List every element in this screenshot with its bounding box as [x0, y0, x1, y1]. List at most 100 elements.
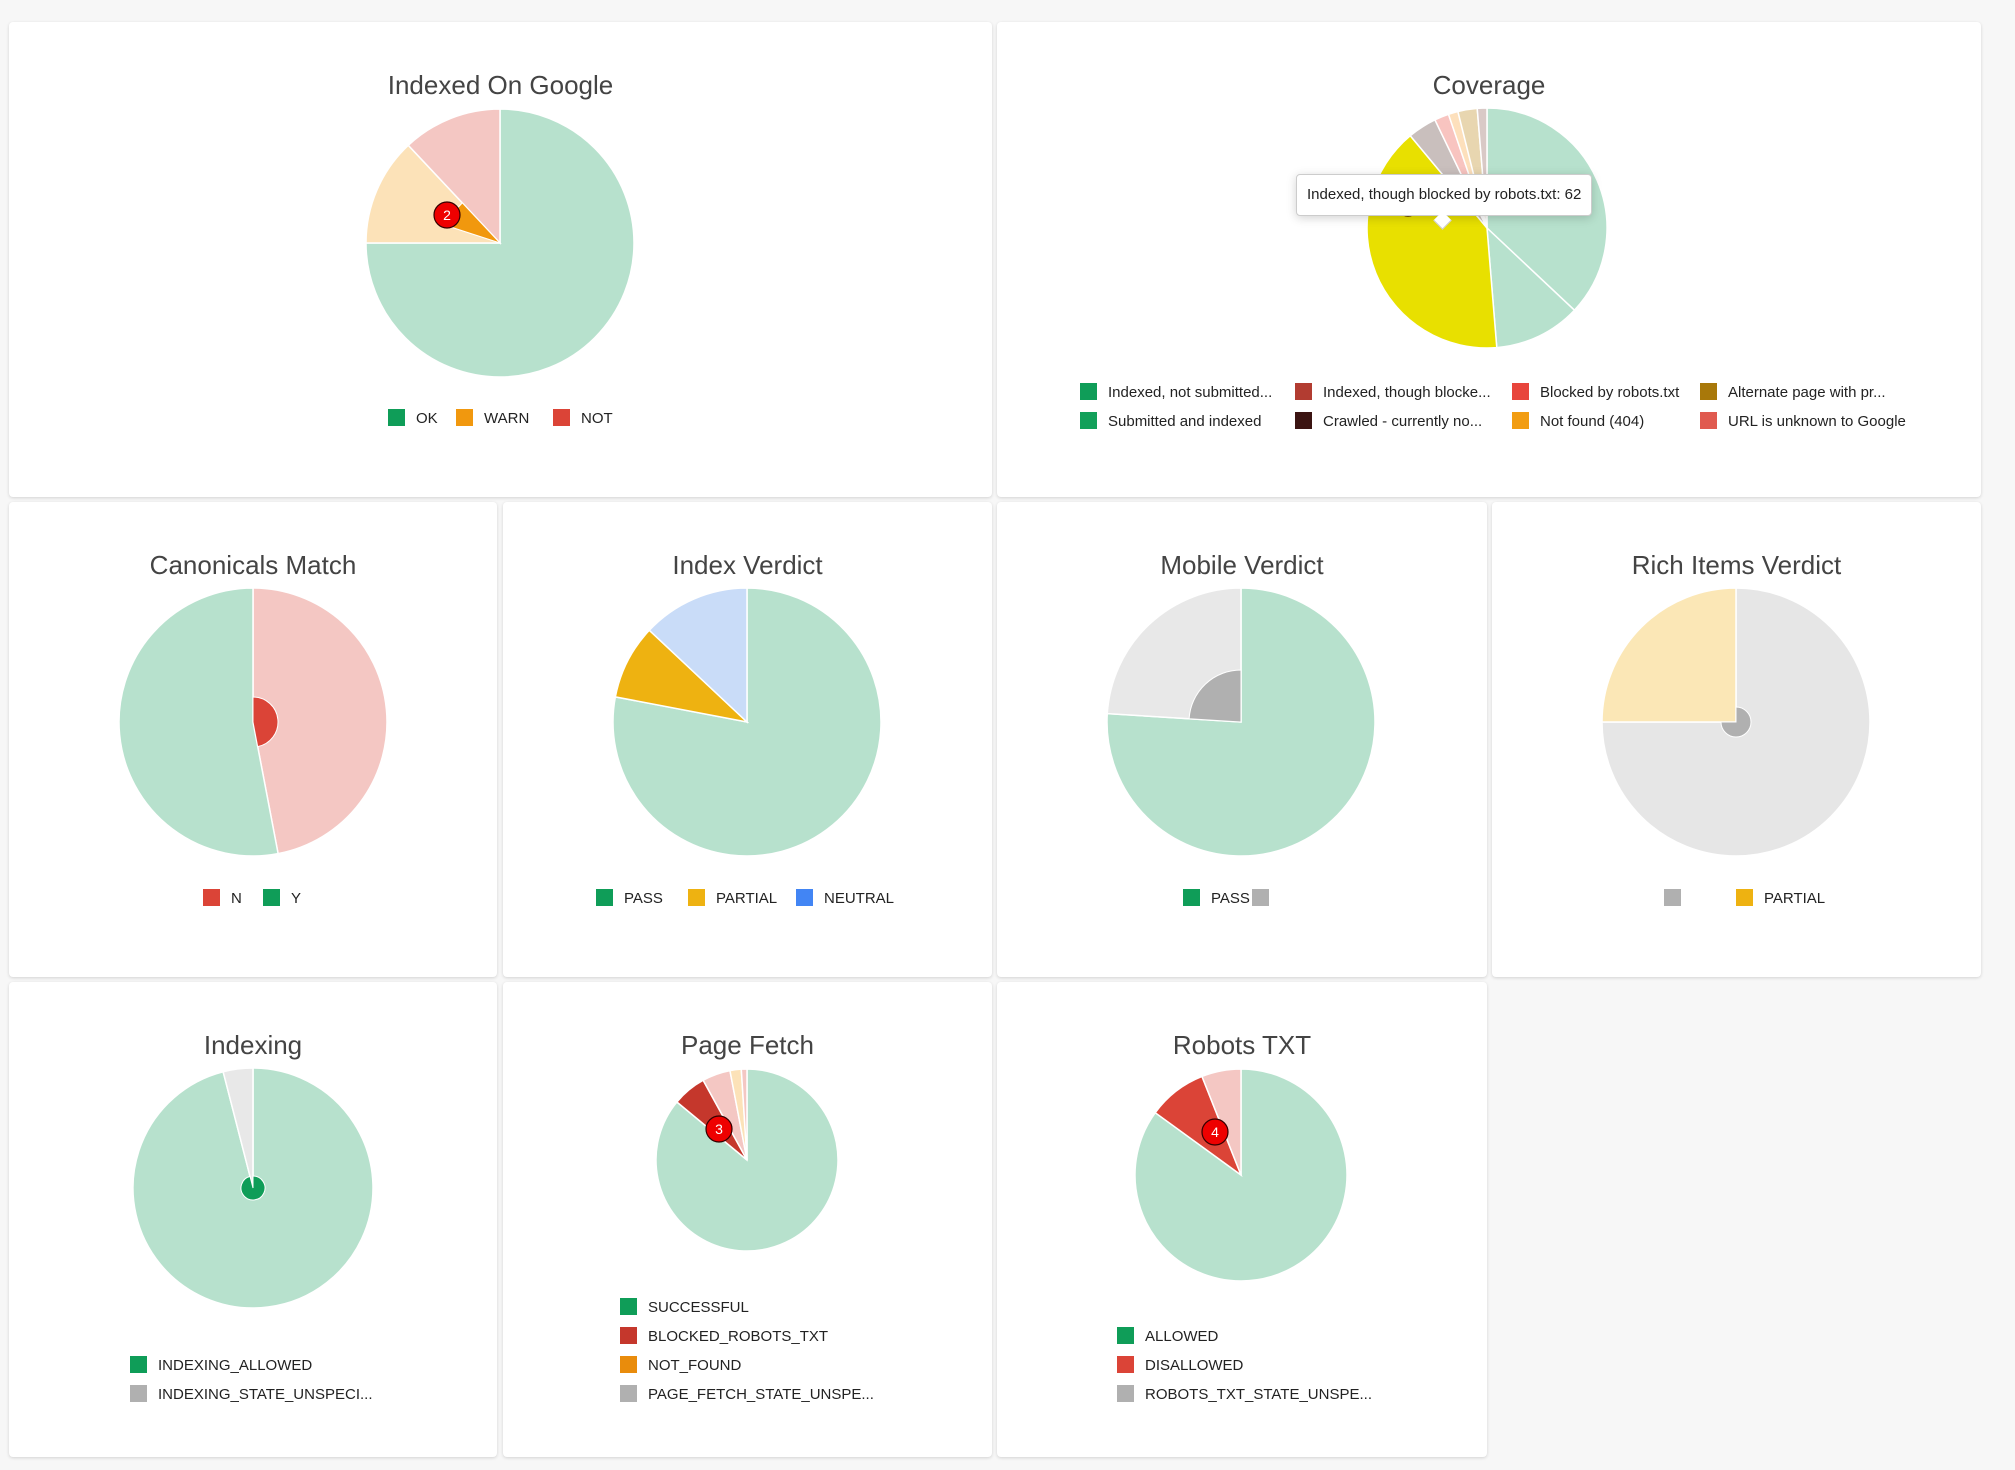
- legend-item[interactable]: Y: [263, 889, 301, 907]
- legend-swatch: [1295, 412, 1312, 429]
- chart-title: Coverage: [1432, 70, 1546, 100]
- legend-label: INDEXING_ALLOWED: [158, 1357, 312, 1374]
- pie-slice[interactable]: [222, 1067, 254, 1189]
- pie-inner-slice[interactable]: [1188, 669, 1242, 723]
- legend-item[interactable]: Indexed, though blocke...: [1295, 383, 1491, 401]
- legend-item[interactable]: NEUTRAL: [796, 889, 894, 907]
- legend-swatch: [1512, 412, 1529, 429]
- pie-slice[interactable]: [740, 1068, 748, 1161]
- legend-swatch: [388, 409, 405, 426]
- svg-text:2: 2: [443, 207, 451, 223]
- legend-label: Y: [291, 890, 301, 907]
- legend-swatch: [1736, 889, 1753, 906]
- chart-title: Index Verdict: [672, 550, 823, 580]
- legend-item[interactable]: DISALLOWED: [1117, 1356, 1244, 1374]
- pie-inner-slice[interactable]: [1720, 706, 1752, 738]
- legend-item[interactable]: Not found (404): [1512, 412, 1644, 430]
- legend-label: Crawled - currently no...: [1323, 413, 1482, 430]
- legend-item[interactable]: WARN: [456, 409, 529, 427]
- legend-item[interactable]: SUCCESSFUL: [620, 1298, 749, 1316]
- pie-inner-slice[interactable]: [252, 696, 279, 748]
- legend-item[interactable]: NOT_FOUND: [620, 1356, 742, 1374]
- legend-label: INDEXING_STATE_UNSPECI...: [158, 1386, 373, 1403]
- pie-chart-page-fetch[interactable]: 3 SUCCESSFUL BLOCKED_ROBOTS_TXT NOT_FOUND PA…: [503, 982, 992, 1457]
- chart-title: Mobile Verdict: [1160, 550, 1324, 580]
- pie-chart-index-verdict[interactable]: PASS PARTIAL NEUTRAL: [503, 502, 992, 977]
- legend-item[interactable]: URL is unknown to Google: [1700, 412, 1906, 430]
- legend-swatch: [263, 889, 280, 906]
- legend-label: N: [231, 890, 242, 907]
- legend-swatch: [620, 1356, 637, 1373]
- legend-label: PARTIAL: [716, 890, 777, 907]
- annotation-badge: 3: [705, 1115, 733, 1143]
- legend-swatch: [1295, 383, 1312, 400]
- legend-item[interactable]: PASS: [596, 889, 663, 907]
- pie-slice[interactable]: [252, 587, 388, 855]
- chart-title: Canonicals Match: [149, 550, 357, 580]
- legend-item[interactable]: OK: [388, 409, 438, 427]
- pie-chart-mobile-verdict[interactable]: PASS: [997, 502, 1487, 977]
- pie-inner-slice[interactable]: [240, 1175, 266, 1201]
- legend-swatch: [203, 889, 220, 906]
- legend-swatch: [1080, 383, 1097, 400]
- legend-label: WARN: [484, 410, 529, 427]
- legend-swatch: [1117, 1385, 1134, 1402]
- legend-swatch: [1080, 412, 1097, 429]
- legend-label: PAGE_FETCH_STATE_UNSPE...: [648, 1386, 874, 1403]
- legend-swatch: [553, 409, 570, 426]
- legend-item[interactable]: Submitted and indexed: [1080, 412, 1261, 430]
- legend-item[interactable]: INDEXING_ALLOWED: [130, 1356, 312, 1374]
- legend-item[interactable]: BLOCKED_ROBOTS_TXT: [620, 1327, 828, 1345]
- legend-item[interactable]: ROBOTS_TXT_STATE_UNSPE...: [1117, 1385, 1372, 1403]
- legend-swatch: [620, 1298, 637, 1315]
- legend-swatch: [1117, 1356, 1134, 1373]
- legend-label: Submitted and indexed: [1108, 413, 1261, 430]
- legend-item[interactable]: Indexed, not submitted...: [1080, 383, 1272, 401]
- legend-label: Indexed, though blocke...: [1323, 384, 1491, 401]
- legend-item[interactable]: PARTIAL: [688, 889, 777, 907]
- svg-text:4: 4: [1211, 1124, 1219, 1140]
- pie-chart-indexed-on-google[interactable]: 2 OK WARN NOT: [9, 22, 992, 497]
- legend-swatch: [1512, 383, 1529, 400]
- legend-item[interactable]: Alternate page with pr...: [1700, 383, 1886, 401]
- legend-label: ROBOTS_TXT_STATE_UNSPE...: [1145, 1386, 1372, 1403]
- legend-swatch: [1117, 1327, 1134, 1344]
- legend-item[interactable]: PARTIAL: [1736, 889, 1825, 907]
- legend-swatch: [796, 889, 813, 906]
- card-mobile-verdict: Mobile Verdict PASS: [997, 502, 1487, 977]
- legend-item[interactable]: Blocked by robots.txt: [1512, 383, 1680, 401]
- pie-chart-rich-items-verdict[interactable]: PARTIAL: [1492, 502, 1981, 977]
- legend-label: SUCCESSFUL: [648, 1299, 749, 1316]
- legend-label: PARTIAL: [1764, 890, 1825, 907]
- chart-tooltip: Indexed, though blocked by robots.txt: 6…: [1296, 174, 1593, 230]
- legend-label: OK: [416, 410, 438, 427]
- chart-title: Indexed On Google: [387, 70, 614, 100]
- legend-item[interactable]: PAGE_FETCH_STATE_UNSPE...: [620, 1385, 874, 1403]
- legend-item[interactable]: NOT: [553, 409, 613, 427]
- legend-item[interactable]: Crawled - currently no...: [1295, 412, 1482, 430]
- legend-item[interactable]: PASS: [1183, 889, 1250, 907]
- legend-swatch: [456, 409, 473, 426]
- legend-item[interactable]: ALLOWED: [1117, 1327, 1219, 1345]
- pie-chart-coverage[interactable]: 1Indexed, not submitted...Indexed, thoug…: [997, 22, 1981, 497]
- pie-chart-indexing[interactable]: INDEXING_ALLOWED INDEXING_STATE_UNSPECI..…: [9, 982, 497, 1457]
- legend-item[interactable]: INDEXING_STATE_UNSPECI...: [130, 1385, 373, 1403]
- pie-slice[interactable]: [1486, 226, 1576, 349]
- legend-label: URL is unknown to Google: [1728, 413, 1906, 430]
- legend-label: Indexed, not submitted...: [1108, 384, 1272, 401]
- pie-chart-robots-txt[interactable]: 4 ALLOWED DISALLOWED ROBOTS_TXT_STATE_UNSPE…: [997, 982, 1487, 1457]
- pie-slice[interactable]: [118, 587, 279, 857]
- pie-slice[interactable]: [648, 587, 748, 724]
- legend-item[interactable]: [1252, 889, 1269, 906]
- card-index-verdict: Index Verdict PASS PARTIAL NEUTRAL: [503, 502, 992, 977]
- legend-swatch: [1183, 889, 1200, 906]
- legend-label: NOT_FOUND: [648, 1357, 742, 1374]
- legend-swatch: [688, 889, 705, 906]
- legend-item[interactable]: N: [203, 889, 242, 907]
- pie-slice[interactable]: [1601, 587, 1737, 723]
- tooltip-text: Indexed, though blocked by robots.txt: 6…: [1307, 186, 1582, 203]
- legend-item[interactable]: [1664, 889, 1681, 906]
- chart-title: Indexing: [203, 1030, 303, 1060]
- pie-slice[interactable]: [407, 108, 501, 245]
